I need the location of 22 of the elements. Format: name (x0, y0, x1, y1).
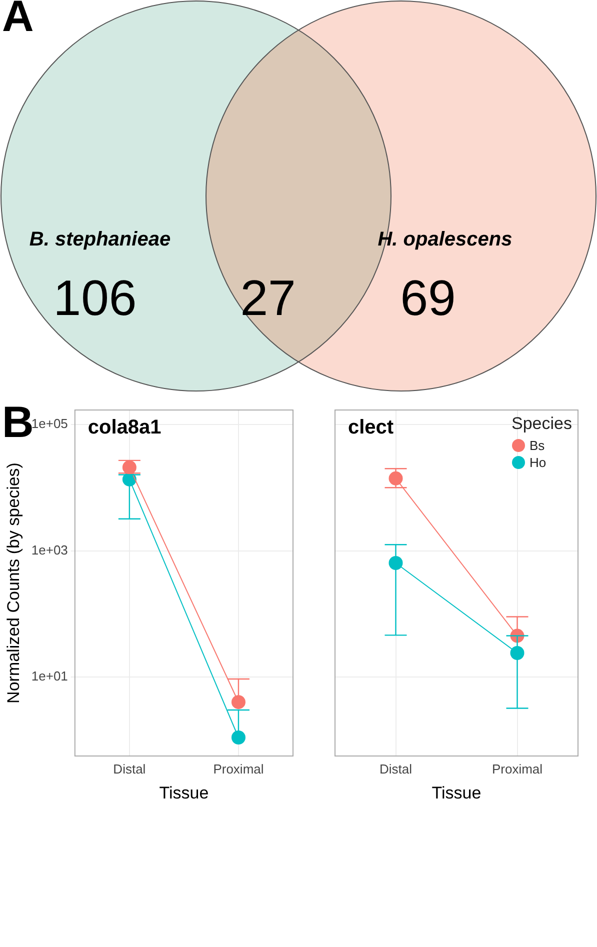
y-tick-label: 1e+05 (31, 416, 68, 432)
point (231, 695, 246, 710)
x-tick-label: Proximal (492, 761, 543, 776)
chart-title: cola8a1 (88, 416, 162, 439)
legend-label: Bs (530, 438, 545, 453)
x-axis-title: Tissue (432, 783, 482, 802)
y-tick-label: 1e+01 (31, 668, 68, 684)
x-tick-label: Distal (379, 761, 412, 776)
point (231, 730, 246, 744)
y-axis-title: Normalized Counts (by species) (4, 462, 23, 704)
chart-title: clect (348, 416, 394, 439)
legend-title: Species (512, 414, 572, 434)
data-label: 27 (240, 269, 296, 327)
legend-label: Ho (530, 455, 546, 470)
x-axis-title: Tissue (159, 783, 209, 802)
x-tick-label: Distal (113, 761, 146, 776)
data-label: 69 (400, 269, 456, 327)
x-tick-label: Proximal (213, 761, 264, 776)
y-tick-label: 1e+03 (31, 542, 68, 558)
category-label: B. stephanieae (29, 228, 171, 252)
text: A (2, 0, 34, 42)
data-label: 106 (53, 269, 137, 327)
